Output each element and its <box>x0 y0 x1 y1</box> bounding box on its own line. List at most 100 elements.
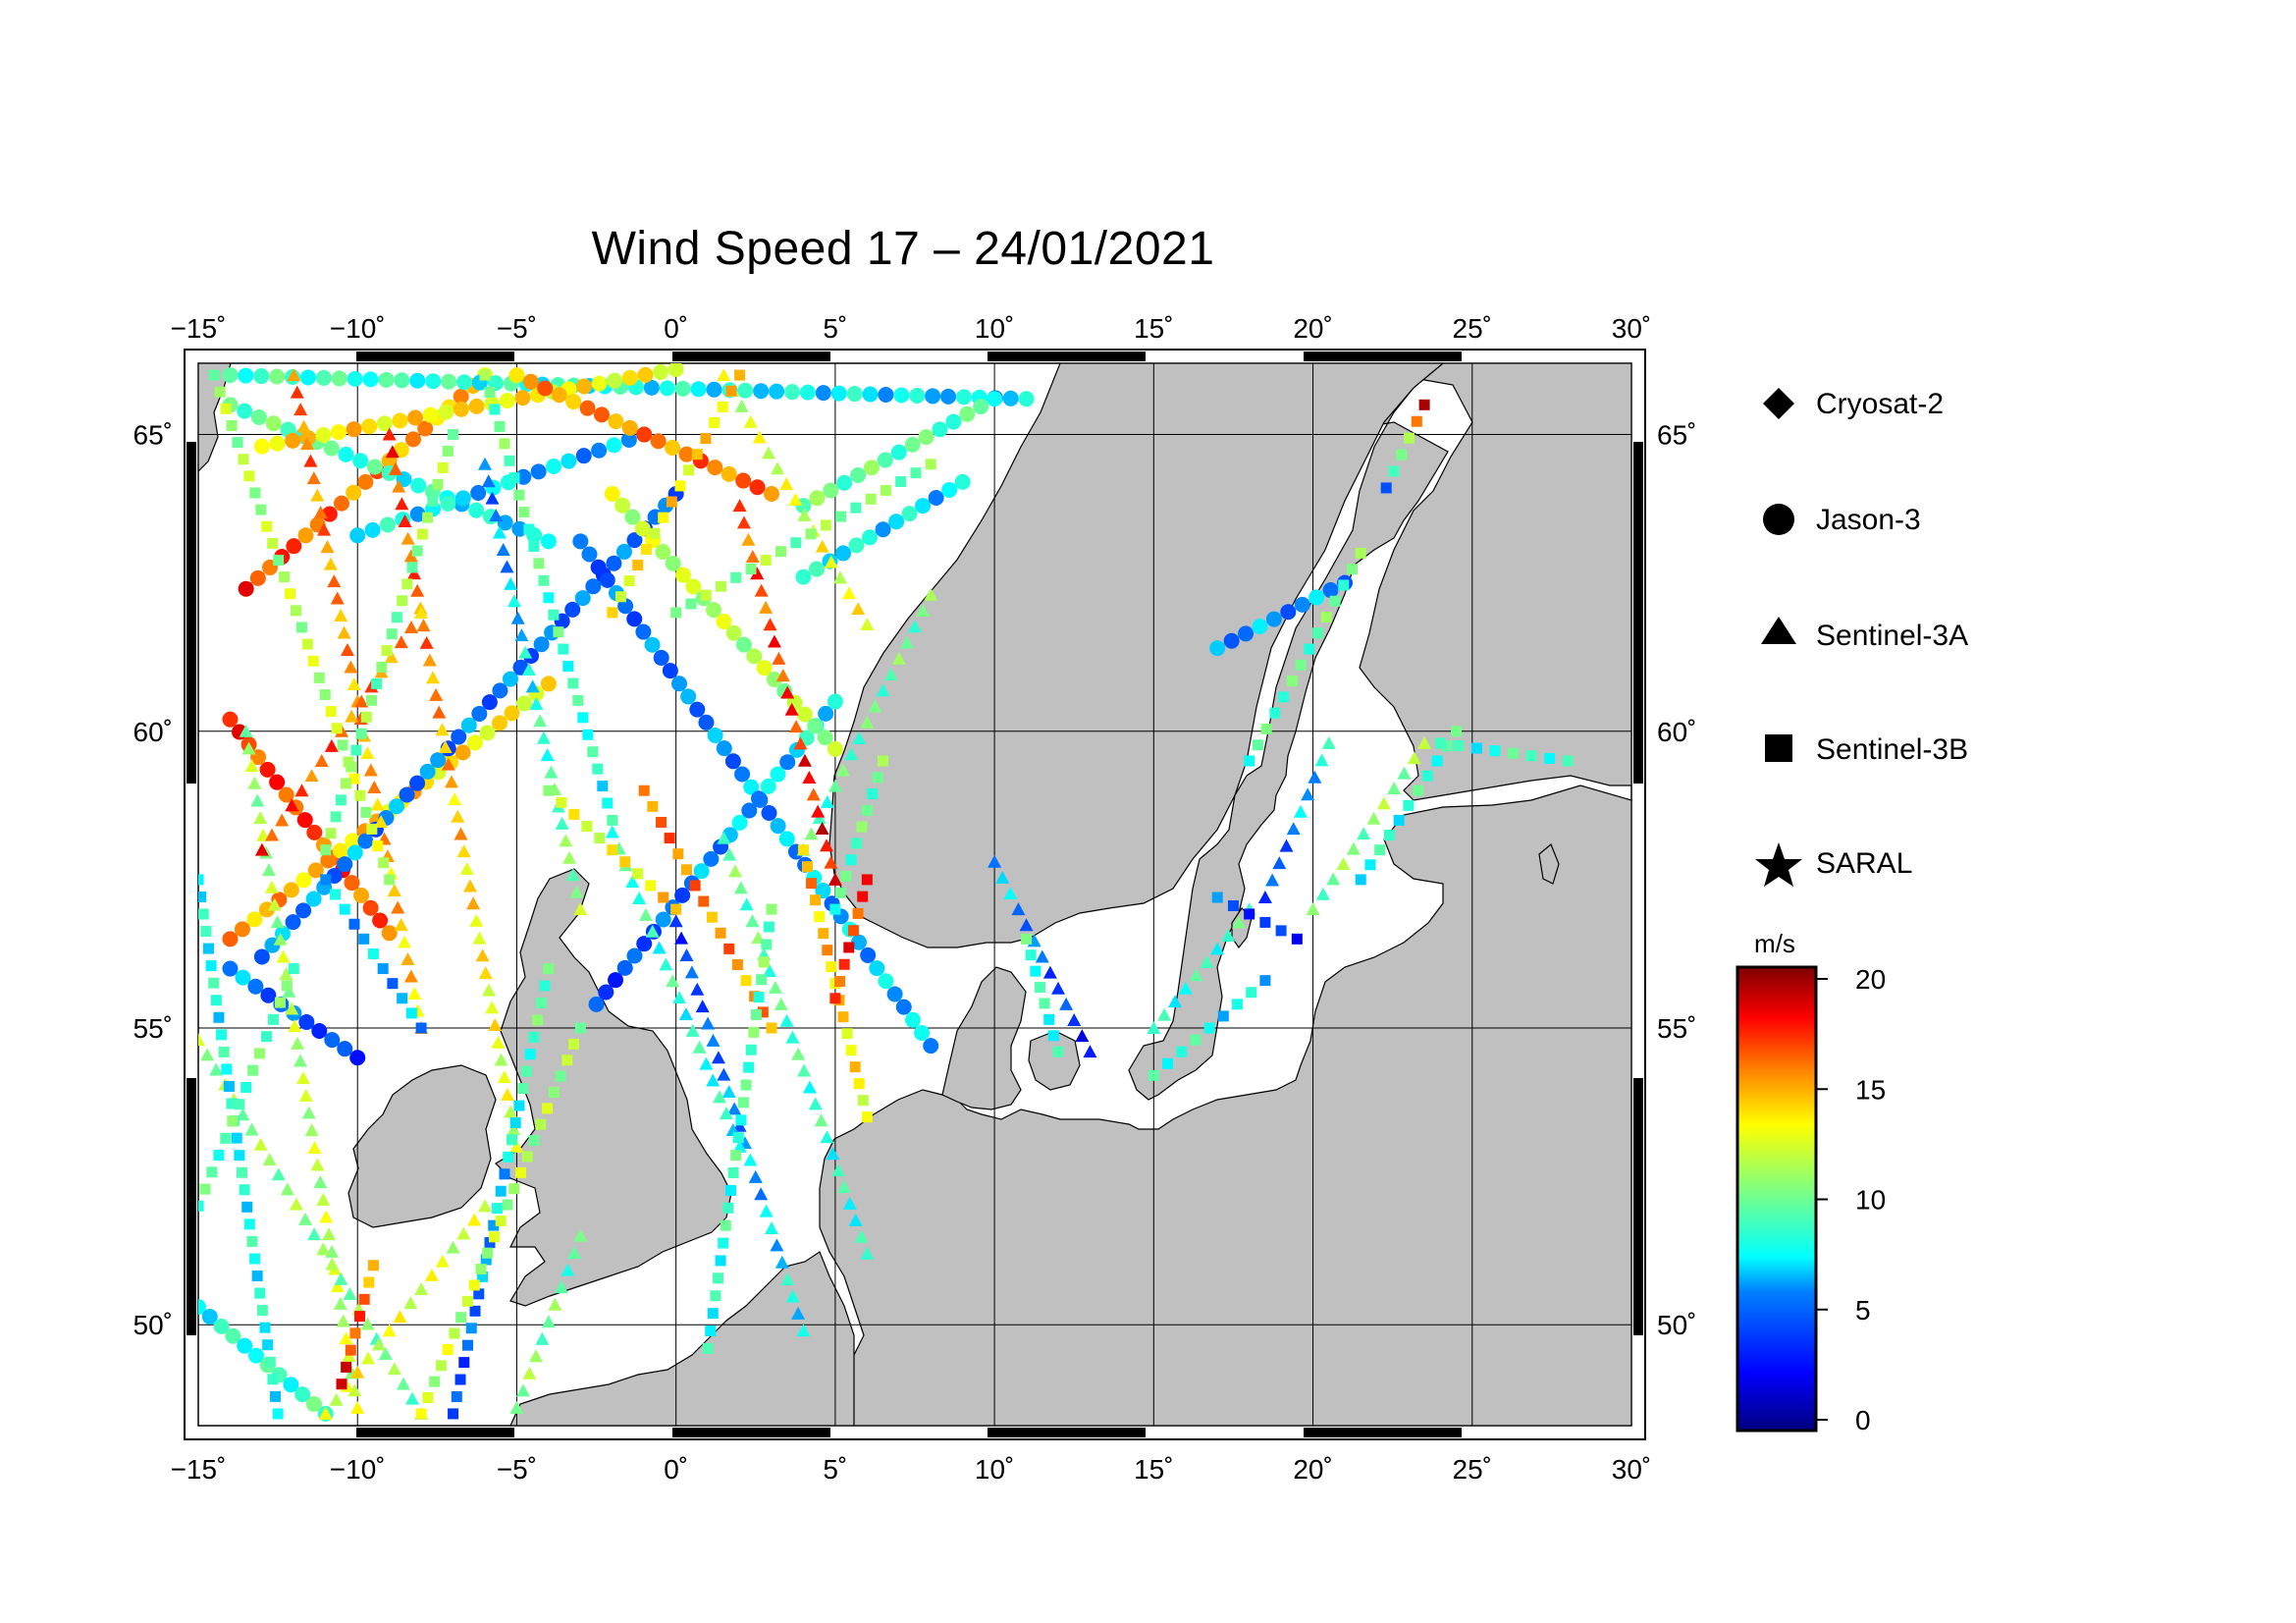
sentinel3a-point <box>659 957 673 971</box>
sentinel3a-point <box>1301 787 1315 801</box>
sentinel3a-point <box>815 539 829 553</box>
jason3-point <box>213 1318 230 1334</box>
sentinel3a-point <box>824 555 838 568</box>
lon-tick-label: 5˚ <box>823 313 847 344</box>
sentinel3a-point <box>540 748 555 762</box>
sentinel3b-point <box>198 874 204 886</box>
jason3-point <box>599 571 615 588</box>
jason3-point <box>848 537 865 554</box>
frame-bar <box>988 352 1146 361</box>
sentinel3a-point <box>791 1306 806 1320</box>
sentinel3a-point <box>541 1315 556 1328</box>
jason3-point <box>238 580 254 597</box>
jason3-point <box>850 466 867 483</box>
sentinel3a-point <box>400 531 415 545</box>
jason3-point <box>893 387 910 404</box>
sentinel3b-point <box>1380 482 1392 494</box>
sentinel3b-point <box>279 571 291 583</box>
jason3-point <box>846 386 863 403</box>
sentinel3b-point <box>680 864 692 876</box>
frame-bar <box>187 1078 196 1335</box>
sentinel3b-point <box>499 438 510 450</box>
jason3-point <box>914 1024 931 1041</box>
sentinel3b-point <box>691 449 703 460</box>
jason3-point <box>678 446 695 462</box>
sentinel3a-point <box>322 1227 337 1241</box>
sentinel3b-point <box>737 1097 749 1109</box>
sentinel3a-point <box>425 671 440 684</box>
sentinel3a-point <box>496 542 510 556</box>
jason3-point <box>615 543 632 560</box>
jason3-point <box>330 424 347 441</box>
jason3-point <box>616 959 633 976</box>
sentinel3a-point <box>289 1197 303 1211</box>
sentinel3a-point <box>767 634 781 648</box>
jason3-point <box>278 786 294 803</box>
sentinel3b-point <box>214 386 226 398</box>
sentinel3a-point <box>771 461 785 475</box>
sentinel3a-point <box>446 1240 460 1254</box>
jason3-point <box>923 1038 939 1055</box>
jason3-point <box>441 373 457 390</box>
frame-bar <box>356 1428 514 1437</box>
sentinel3a-point <box>394 918 408 932</box>
sentinel3b-point <box>475 1264 487 1275</box>
jason3-point <box>653 363 669 380</box>
sentinel3b-point <box>745 563 757 574</box>
sentinel3b-point <box>532 1014 544 1026</box>
sentinel3b-point <box>834 976 846 988</box>
jason3-point <box>862 386 879 403</box>
jason3-point <box>238 367 254 384</box>
sentinel3a-point <box>695 1000 710 1013</box>
sentinel3a-point <box>323 557 338 570</box>
sentinel3b-point <box>706 911 718 923</box>
sentinel3b-point <box>1489 745 1501 757</box>
sentinel3a-point <box>294 403 308 416</box>
jason3-point <box>283 882 299 898</box>
jason3-point <box>614 497 631 514</box>
sentinel3b-point <box>1269 707 1281 719</box>
sentinel3a-point <box>876 683 890 697</box>
jason3-point <box>878 973 894 990</box>
jason3-point <box>283 1377 299 1393</box>
sentinel3b-point <box>325 706 337 718</box>
sentinel3b-point <box>247 1064 259 1076</box>
sentinel3a-point <box>1314 753 1329 767</box>
jason3-point <box>877 452 893 468</box>
sentinel3a-point <box>459 861 474 875</box>
sentinel3b-point <box>528 540 540 552</box>
jason3-point <box>604 485 620 502</box>
land-denmark <box>941 966 1027 1110</box>
jason3-point <box>362 899 379 916</box>
jason3-point <box>260 987 277 1003</box>
sentinel3b-point <box>730 571 742 583</box>
sentinel3a-point <box>536 730 551 744</box>
sentinel3a-point <box>1357 827 1371 840</box>
sentinel3a-point <box>828 779 842 792</box>
jason3-point <box>593 406 610 423</box>
sentinel3b-point <box>834 887 846 898</box>
jason3-point <box>470 485 487 502</box>
sentinel3b-point <box>1021 933 1033 945</box>
sentinel3b-point <box>837 1011 849 1023</box>
sentinel3b-point <box>386 628 398 640</box>
jason3-point <box>901 506 918 522</box>
jason3-point <box>731 814 748 831</box>
sentinel3b-point <box>220 403 232 414</box>
jason3-point <box>419 763 436 780</box>
sentinel3a-point <box>456 1226 471 1240</box>
sentinel3b-point <box>852 907 864 919</box>
sentinel3b-point <box>495 1215 507 1226</box>
sentinel3b-point <box>234 1099 245 1110</box>
jason3-point <box>306 824 323 840</box>
jason3-point <box>620 431 637 448</box>
sentinel3b-point <box>587 746 599 758</box>
jason3-point <box>440 495 456 512</box>
lat-tick-label: 55˚ <box>133 1013 173 1044</box>
sentinel3a-point <box>313 506 328 519</box>
jason3-point <box>770 766 786 783</box>
sentinel3a-point <box>899 635 914 649</box>
sentinel3a-point <box>387 1362 401 1376</box>
sentinel3b-point <box>401 578 413 590</box>
jason3-point <box>590 559 607 575</box>
